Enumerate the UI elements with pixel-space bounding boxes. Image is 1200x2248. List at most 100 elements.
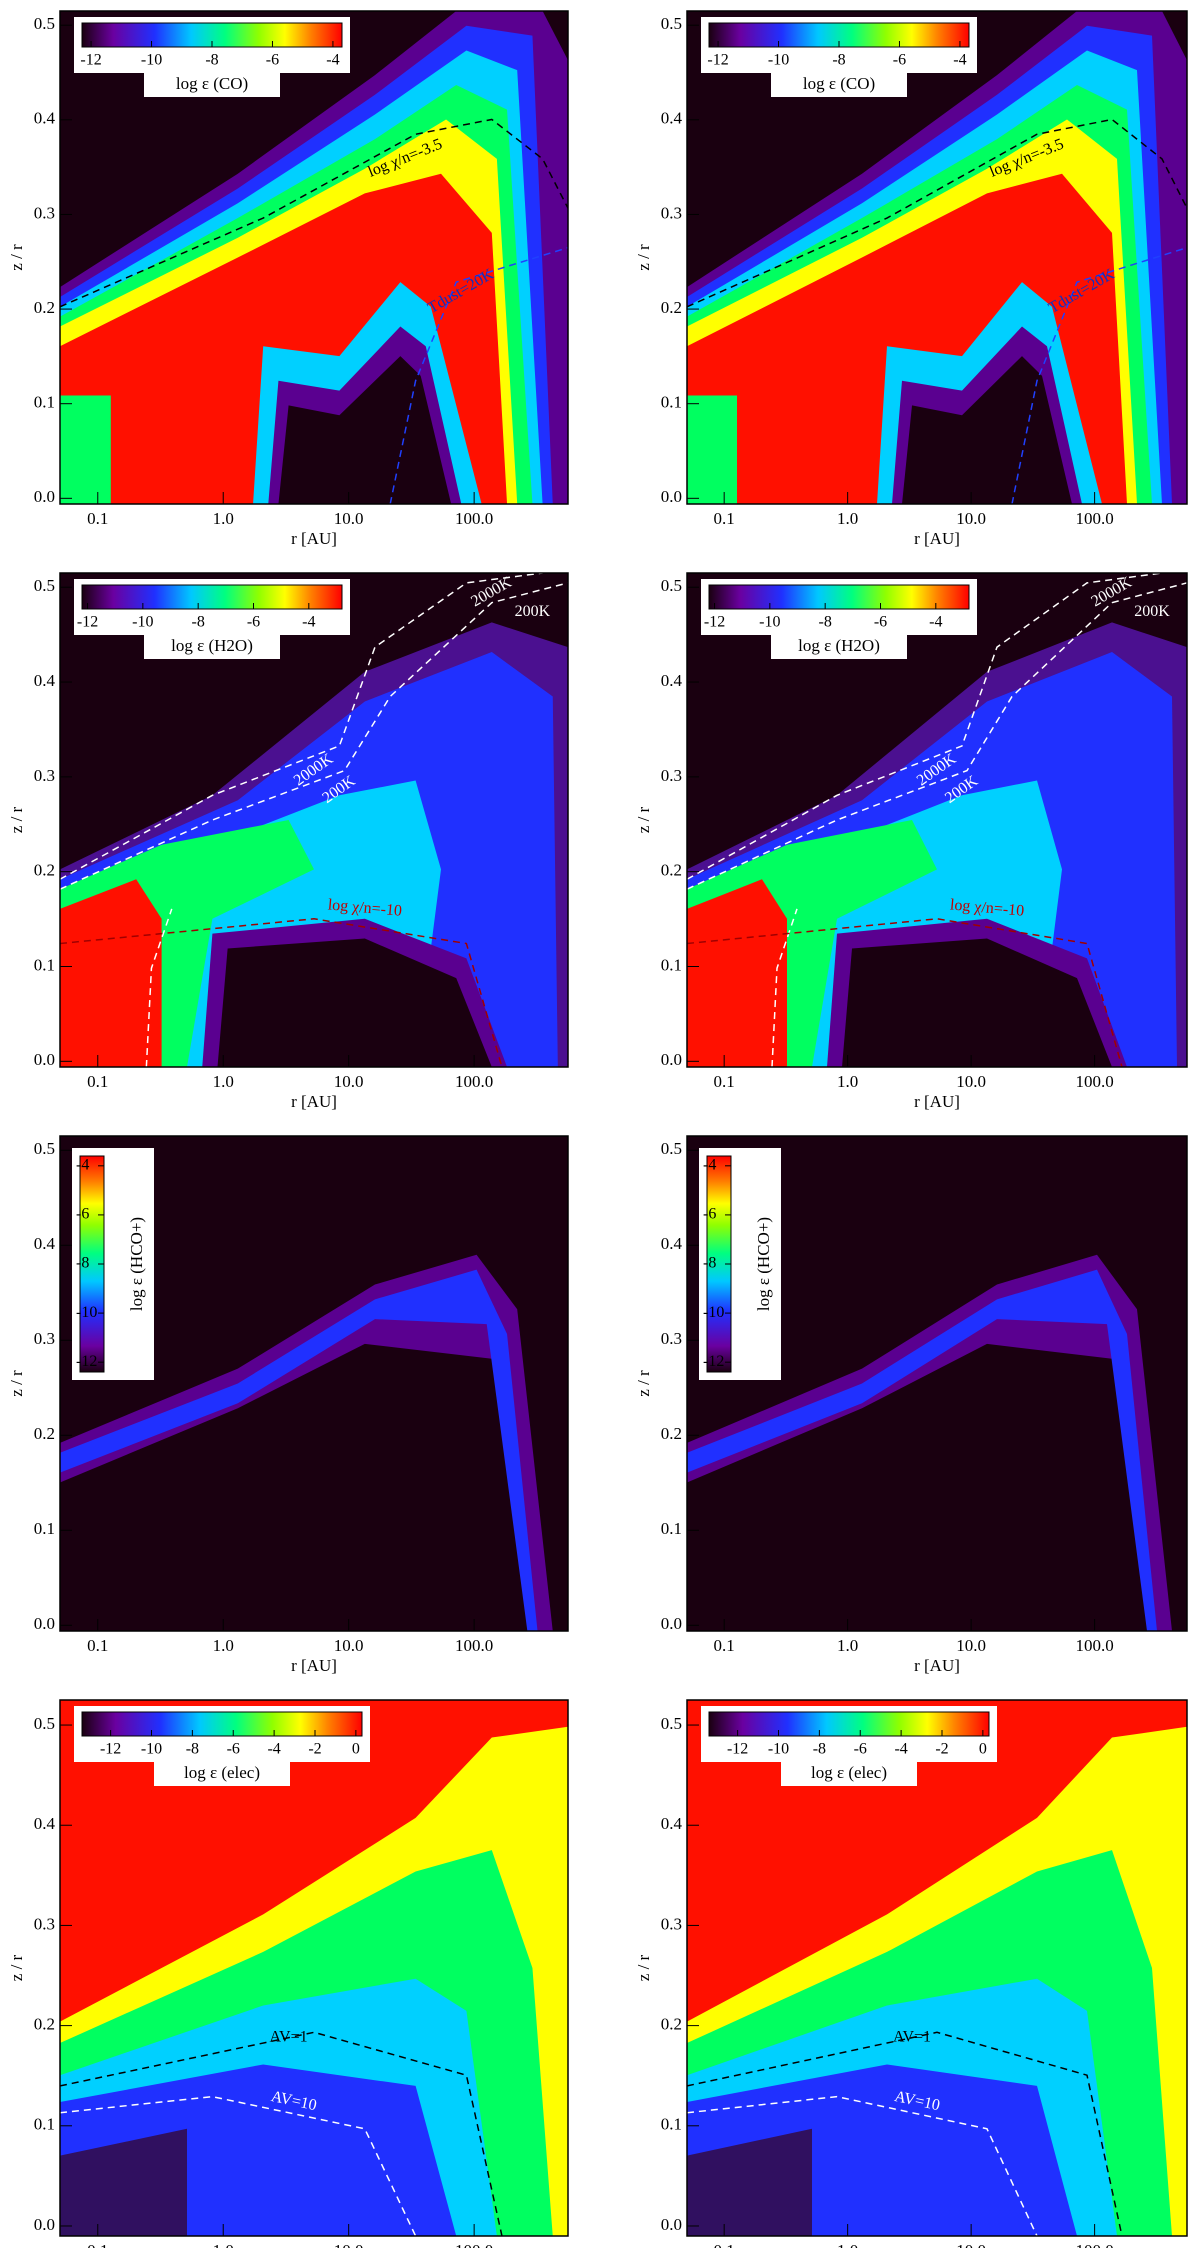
colormap-region (60, 395, 111, 504)
colormap: AV=1AV=10 (687, 1700, 1187, 2236)
x-tick-label: 10.0 (956, 509, 986, 528)
x-tick-label: 10.0 (334, 1636, 364, 1655)
plot-frame (686, 10, 1188, 505)
colorbar-tick-label: -10 (76, 1304, 97, 1321)
colorbar-tick-label: -12 (703, 1353, 724, 1370)
plot-frame (59, 1135, 569, 1632)
x-tick-label: 100.0 (1075, 2241, 1113, 2248)
contour-line (687, 582, 1187, 890)
colorbar-label-box (144, 73, 280, 97)
x-tick-label: 1.0 (837, 509, 858, 528)
x-tick-label: 0.1 (87, 1072, 108, 1091)
y-tick-label: 0.2 (34, 1424, 55, 1443)
contour-label: log χ/n=-10 (949, 896, 1025, 919)
y-tick-label: 0.4 (34, 109, 56, 128)
x-tick-label: 10.0 (956, 1636, 986, 1655)
colormap: AV=1AV=10 (60, 1700, 568, 2236)
x-tick-label: 100.0 (1075, 1072, 1113, 1091)
contour-label: log χ/n=-10 (327, 896, 403, 919)
colorbar-label: log ε (HCO+) (754, 1217, 773, 1311)
colorbar-tick-label: -12 (704, 614, 725, 631)
contour-line (60, 573, 543, 880)
y-tick-label: 0.3 (34, 766, 55, 785)
x-tick-label: 0.1 (87, 2241, 108, 2248)
y-tick-label: 0.0 (34, 1614, 55, 1633)
colorbar-tick-label: -10 (768, 52, 789, 69)
x-tick-label: 1.0 (213, 509, 234, 528)
colorbar-tick-label: -6 (227, 1741, 240, 1758)
panel: 0.1 1.0 10.0 100.0 0.0 0.1 0.2 0.3 0.4 0.5 r [AU] z… (7, 1135, 569, 1675)
colorbar-label: log ε (H2O) (171, 636, 253, 655)
colorbar-tick-label: -12 (76, 1353, 97, 1370)
y-tick-label: 0.0 (661, 487, 682, 506)
plot-frame (59, 10, 569, 505)
y-axis-label: z / r (634, 1370, 653, 1397)
x-tick-label: 1.0 (213, 2241, 234, 2248)
colorbar-tick-label: -10 (141, 52, 162, 69)
x-tick-label: 100.0 (455, 2241, 493, 2248)
y-tick-label: 0.3 (34, 203, 55, 222)
y-axis-label: z / r (634, 806, 653, 833)
colorbar-tick-label: -4 (894, 1741, 907, 1758)
y-tick-label: 0.1 (34, 2115, 55, 2134)
colorbar-tick-label: -4 (326, 52, 339, 69)
colormap-region (60, 1269, 538, 1631)
colormap-region (687, 395, 737, 504)
y-tick-label: 0.3 (34, 1914, 55, 1933)
colorbar-tick-label: -4 (76, 1156, 89, 1173)
panel: AV=1AV=100.11.010.0100.00.00.10.20.30.40… (7, 1699, 569, 2248)
plot-frame (686, 1135, 1188, 1632)
colorbar-tick-label: -8 (192, 614, 205, 631)
y-tick-label: 0.5 (661, 1139, 682, 1158)
y-tick-label: 0.4 (34, 1234, 56, 1253)
contour-line (687, 573, 1163, 880)
contour-line (145, 908, 173, 1067)
colorbar-tick-label: -10 (768, 1741, 789, 1758)
plot-frame (59, 572, 569, 1068)
colorbar-tick-label: -8 (819, 614, 832, 631)
contour-label: AV=1 (270, 2028, 308, 2045)
y-tick-label: 0.2 (661, 2015, 682, 2034)
colorbar-tick-label: -2 (935, 1741, 948, 1758)
y-tick-label: 0.0 (661, 1050, 682, 1069)
x-tick-label: 1.0 (837, 1072, 858, 1091)
x-tick-label: 1.0 (837, 1636, 858, 1655)
colorbar-label: log ε (H2O) (798, 636, 880, 655)
colorbar-tick-label: -10 (132, 614, 153, 631)
y-tick-label: 0.5 (34, 14, 55, 33)
colorbar-tick-label: -6 (703, 1206, 716, 1223)
colorbar-label: log ε (elec) (184, 1763, 260, 1782)
colorbar (708, 1711, 990, 1737)
colorbar-label-box (771, 635, 907, 659)
colorbar-tick-label: -8 (832, 52, 845, 69)
y-tick-label: 0.0 (661, 2215, 682, 2234)
contour-label: 200K (515, 603, 551, 620)
plot-frame (59, 1699, 569, 2237)
x-tick-label: 0.1 (87, 1636, 108, 1655)
y-tick-label: 0.5 (661, 1714, 682, 1733)
colorbar-label: log ε (CO) (803, 74, 875, 93)
colorbar-tick-label: -6 (76, 1206, 89, 1223)
panel: 0.1 1.0 10.0 100.0 0.0 0.1 0.2 0.3 0.4 0.5 r [AU] z… (634, 1135, 1188, 1675)
y-tick-label: 0.4 (661, 1814, 683, 1833)
colorbar (81, 1711, 363, 1737)
colorbar-tick-label: -6 (266, 52, 279, 69)
colorbar-tick-label: -8 (813, 1741, 826, 1758)
colorbar-tick-label: -12 (80, 52, 101, 69)
y-tick-label: 0.4 (34, 1814, 56, 1833)
x-tick-label: 10.0 (956, 2241, 986, 2248)
contour-line (60, 582, 568, 890)
y-tick-label: 0.3 (661, 203, 682, 222)
colormap-region (687, 1254, 1172, 1631)
y-tick-label: 0.0 (34, 1050, 55, 1069)
contour-label: AV=1 (893, 2028, 931, 2045)
x-tick-label: 0.1 (714, 1636, 735, 1655)
x-axis-label: r [AU] (914, 1656, 960, 1675)
contour-line (687, 118, 1187, 308)
y-tick-label: 0.3 (661, 1329, 682, 1348)
